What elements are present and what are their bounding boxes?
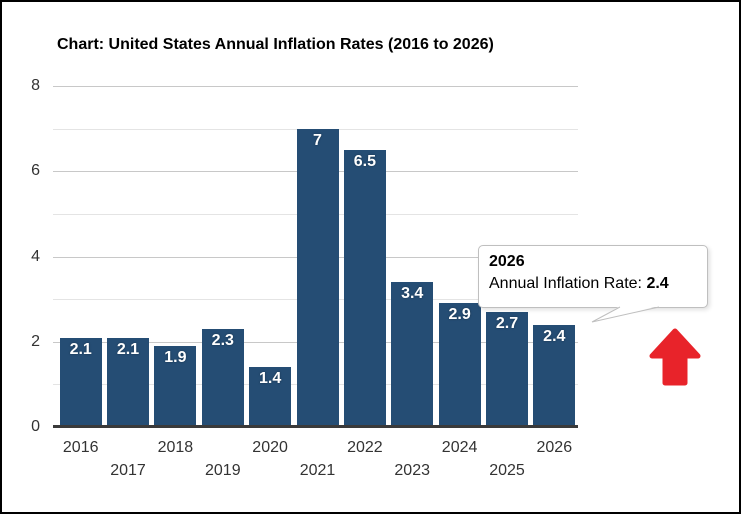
y-axis-label-6: 6 [31,162,40,179]
tooltip-callout-tail [591,306,660,323]
chart-title: Chart: United States Annual Inflation Ra… [57,36,494,53]
x-axis-label-2024: 2024 [441,439,478,456]
x-axis-label-2022: 2022 [347,439,383,456]
bar-2016[interactable]: 2.1 [59,337,102,427]
bar-value-label: 2.9 [448,306,471,324]
bar-2017[interactable]: 2.1 [107,337,149,427]
gridline-8 [53,86,578,87]
x-axis-line [53,425,578,428]
bar-value-label: 6.5 [353,152,377,170]
bar-value-label: 2.7 [495,314,519,332]
bar-value-label: 1.4 [258,370,282,388]
x-axis-label-2026: 2026 [536,439,573,456]
x-axis-label-2019: 2019 [205,462,241,479]
tooltip-year: 2026 [489,253,525,270]
bar-2024[interactable]: 2.9 [438,303,481,427]
bar-2018[interactable]: 1.9 [154,346,197,427]
y-axis-label-2: 2 [31,333,40,350]
x-axis-label-2025: 2025 [489,462,525,479]
up-arrow-icon [649,328,701,386]
bar-2025[interactable]: 2.7 [486,311,528,427]
bar-2021[interactable]: 7 [296,128,339,427]
bar-value-label: 2.4 [543,327,566,345]
tooltip-rate-label: Annual Inflation Rate: [489,275,642,292]
bar-value-label: 3.4 [401,285,424,303]
x-axis-label-2017: 2017 [110,462,146,479]
x-axis-label-2020: 2020 [252,439,288,456]
x-axis-label-2016: 2016 [62,439,99,456]
bar-value-label: 7 [313,131,322,149]
tooltip-rate-value: 2.4 [646,275,669,292]
bar-2022[interactable]: 6.5 [343,149,386,427]
y-axis-label-4: 4 [31,248,40,265]
y-axis-label-0: 0 [31,418,40,435]
x-axis-label-2023: 2023 [394,462,430,479]
bar-value-label: 2.1 [116,340,140,358]
tooltip-rate-line: Annual Inflation Rate: 2.4 [489,275,697,293]
bar-value-label: 2.1 [69,340,92,358]
bar-value-label: 1.9 [164,349,187,366]
tooltip: 2026 Annual Inflation Rate: 2.4 [478,245,708,308]
x-axis-label-2021: 2021 [299,462,336,479]
bar-2023[interactable]: 3.4 [391,282,434,427]
bar-2020[interactable]: 1.4 [249,367,292,427]
x-axis-label-2018: 2018 [157,439,194,456]
y-axis-label-8: 8 [31,77,40,94]
bar-2019[interactable]: 2.3 [201,329,244,427]
bar-2026[interactable]: 2.4 [533,324,576,427]
bar-value-label: 2.3 [211,332,234,349]
